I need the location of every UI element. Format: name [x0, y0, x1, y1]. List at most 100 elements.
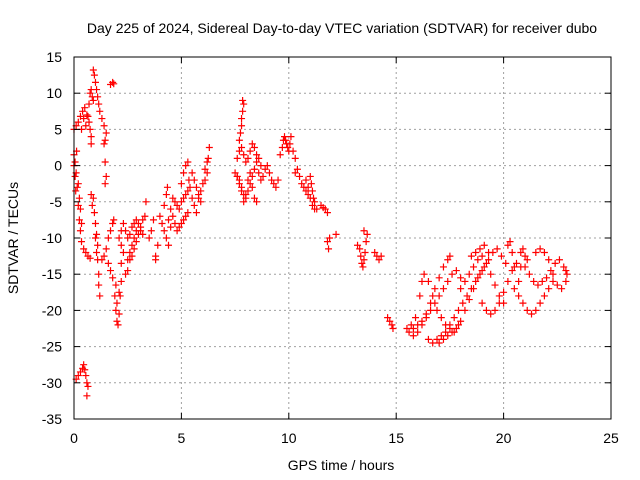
data-point: [287, 133, 295, 141]
x-tick-label: 5: [178, 430, 186, 446]
data-point: [482, 306, 490, 314]
data-point: [248, 140, 256, 148]
data-point: [83, 111, 91, 119]
data-point: [88, 201, 96, 209]
data-point: [543, 274, 551, 282]
data-point: [504, 241, 512, 249]
data-point: [93, 230, 101, 238]
data-point: [536, 245, 544, 253]
data-point: [177, 220, 185, 228]
data-points: [70, 66, 571, 400]
data-point: [244, 187, 252, 195]
data-point: [424, 277, 432, 285]
data-point: [240, 198, 248, 206]
data-point: [109, 220, 117, 228]
y-tick-label: 10: [46, 85, 62, 101]
data-point: [80, 115, 88, 123]
data-point: [435, 339, 443, 347]
data-point: [165, 241, 173, 249]
data-point: [487, 310, 495, 318]
data-point: [478, 252, 486, 260]
y-tick-label: 15: [46, 49, 62, 65]
data-point: [371, 248, 379, 256]
data-point: [485, 248, 493, 256]
data-point: [506, 238, 514, 246]
data-point: [122, 227, 130, 235]
data-point: [291, 154, 299, 162]
data-point: [184, 158, 192, 166]
data-point: [257, 162, 265, 170]
data-point: [142, 198, 150, 206]
data-point: [377, 252, 385, 260]
data-point: [180, 169, 188, 177]
data-point: [446, 321, 454, 329]
data-point: [147, 227, 155, 235]
data-point: [454, 321, 462, 329]
data-point: [177, 198, 185, 206]
data-point: [386, 317, 394, 325]
data-point: [154, 241, 162, 249]
data-point: [416, 292, 424, 300]
data-point: [231, 169, 239, 177]
data-point: [444, 256, 452, 264]
data-point: [82, 122, 90, 130]
data-point: [238, 187, 246, 195]
data-point: [90, 209, 98, 217]
data-point: [248, 183, 256, 191]
data-point: [89, 194, 97, 202]
data-point: [500, 288, 508, 296]
data-point: [418, 317, 426, 325]
data-point: [363, 230, 371, 238]
data-point: [538, 277, 546, 285]
data-point: [431, 285, 439, 293]
data-point: [517, 248, 525, 256]
data-point: [71, 172, 79, 180]
data-point: [291, 169, 299, 177]
data-point: [289, 147, 297, 155]
data-point: [459, 299, 467, 307]
data-point: [452, 267, 460, 275]
data-point: [242, 158, 250, 166]
data-point: [188, 169, 196, 177]
data-point: [310, 194, 318, 202]
data-point: [186, 183, 194, 191]
data-point: [444, 277, 452, 285]
data-point: [113, 299, 121, 307]
data-point: [188, 194, 196, 202]
data-point: [80, 245, 88, 253]
data-point: [562, 267, 570, 275]
data-point: [82, 248, 90, 256]
data-point: [480, 241, 488, 249]
data-point: [112, 281, 120, 289]
data-point: [523, 256, 531, 264]
data-point: [73, 183, 81, 191]
data-point: [304, 183, 312, 191]
data-point: [197, 198, 205, 206]
y-tick-label: -5: [50, 194, 63, 210]
data-point: [274, 176, 282, 184]
data-point: [272, 183, 280, 191]
data-point: [304, 191, 312, 199]
data-point: [190, 201, 198, 209]
data-point: [465, 270, 473, 278]
data-point: [102, 172, 110, 180]
data-point: [302, 187, 310, 195]
data-point: [130, 234, 138, 242]
data-point: [246, 180, 254, 188]
data-point: [515, 277, 523, 285]
data-point: [122, 270, 130, 278]
data-point: [467, 252, 475, 260]
data-point: [141, 212, 149, 220]
data-point: [89, 66, 97, 74]
data-point: [547, 267, 555, 275]
data-point: [448, 270, 456, 278]
y-tick-label: -25: [42, 339, 62, 355]
data-point: [109, 78, 117, 86]
data-point: [412, 314, 420, 322]
data-point: [74, 118, 82, 126]
data-point: [450, 314, 458, 322]
data-point: [510, 263, 518, 271]
data-point: [169, 212, 177, 220]
data-point: [545, 285, 553, 293]
data-point: [461, 306, 469, 314]
